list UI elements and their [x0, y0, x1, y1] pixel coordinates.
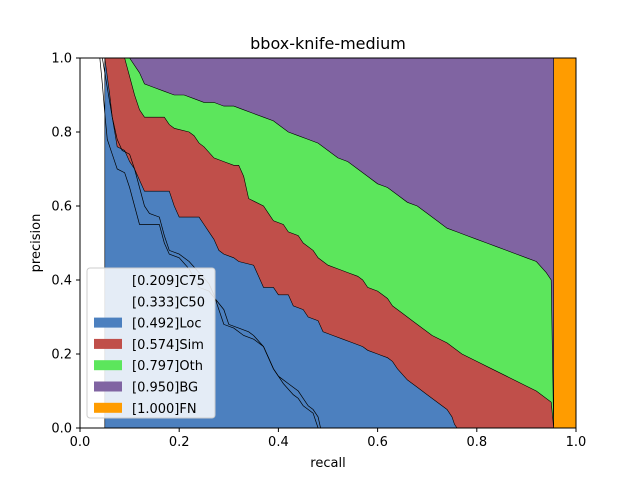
x-tick-label: 0.2 — [169, 435, 190, 450]
x-axis: 0.0 0.2 0.4 0.6 0.8 1.0 — [70, 428, 587, 450]
legend-label: [1.000]FN — [132, 402, 197, 417]
y-tick-label: 0.8 — [51, 126, 72, 141]
legend-swatch-0-797-oth — [94, 360, 122, 371]
x-tick-label: 0.0 — [70, 435, 91, 450]
legend-label: [0.209]C75 — [132, 274, 205, 289]
y-axis-label: precision — [29, 214, 44, 273]
x-tick-label: 0.8 — [466, 435, 487, 450]
plot-frame — [79, 57, 577, 429]
legend: [0.209]C75 [0.333]C50 [0.492]Loc [0.574]Sim… — [86, 267, 216, 419]
y-tick-label: 1.0 — [51, 52, 72, 67]
y-tick-label: 0.2 — [51, 348, 72, 363]
y-tick-label: 0.4 — [51, 274, 72, 289]
legend-label: [0.333]C50 — [132, 295, 205, 310]
chart-title: bbox-knife-medium — [250, 34, 406, 53]
legend-swatch-0-574-sim — [94, 338, 122, 349]
legend-swatch-0-950-bg — [94, 381, 122, 392]
legend-swatch-1-000-fn — [94, 402, 122, 413]
x-axis-label: recall — [310, 456, 345, 471]
x-tick-label: 1.0 — [566, 435, 587, 450]
area-1-000-fn — [553, 57, 577, 429]
legend-label: [0.797]Oth — [132, 359, 203, 374]
legend-label: [0.492]Loc — [132, 317, 201, 332]
y-tick-label: 0.0 — [51, 422, 72, 437]
legend-box — [86, 267, 216, 419]
x-tick-label: 0.6 — [367, 435, 388, 450]
y-axis: 0.0 0.2 0.4 0.6 0.8 1.0 — [51, 52, 80, 437]
legend-label: [0.950]BG — [132, 381, 198, 396]
legend-label: [0.574]Sim — [132, 338, 204, 353]
x-tick-label: 0.4 — [268, 435, 289, 450]
legend-swatch-0-492-loc — [94, 317, 122, 328]
y-tick-label: 0.6 — [51, 200, 72, 215]
